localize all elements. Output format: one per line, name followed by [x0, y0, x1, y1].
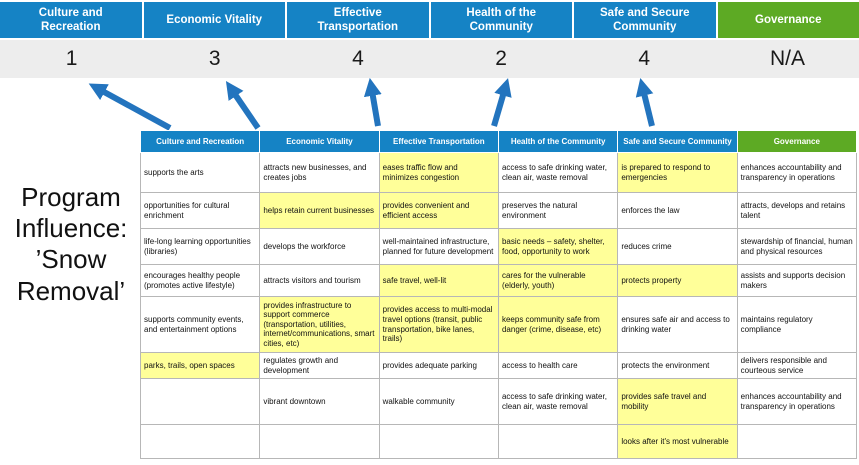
score-effective-transportation: 4	[352, 47, 364, 70]
banner-economic-vitality: Economic Vitality	[143, 2, 285, 38]
table-cell: life-long learning opportunities (librar…	[139, 228, 261, 265]
table-cell: looks after it's most vulnerable	[617, 424, 738, 459]
score-health-of-the-community: 2	[495, 47, 507, 70]
arrow-up-icon	[363, 78, 382, 127]
table-cell: attracts new businesses, and creates job…	[259, 152, 380, 193]
table-cell: keeps community safe from danger (crime,…	[497, 296, 619, 353]
table-row: looks after it's most vulnerable	[139, 424, 858, 459]
table-cell: provides access to multi-modal travel op…	[378, 296, 499, 353]
banner-governance: Governance	[717, 2, 859, 38]
arrow-up-icon	[635, 78, 655, 127]
category-banner: Culture and Recreation Economic Vitality…	[0, 2, 859, 38]
table-cell: access to safe drinking water, clean air…	[497, 378, 619, 425]
table-cell: walkable community	[378, 378, 499, 425]
table-row: encourages healthy people (promotes acti…	[139, 264, 858, 297]
score-safe-and-secure-community: 4	[638, 47, 651, 70]
table-header-health-of-the-community: Health of the Community	[497, 130, 619, 153]
influence-arrows	[88, 78, 655, 131]
banner-safe-and-secure-community: Safe and Secure Community	[574, 2, 716, 38]
score-bar: 1 3 4 2 4 N/A	[0, 40, 859, 78]
table-cell: helps retain current businesses	[259, 192, 380, 229]
table-cell	[497, 424, 619, 459]
table-cell: supports community events, and entertain…	[139, 296, 261, 353]
arrow-up-icon	[88, 83, 172, 131]
banner-culture-and-recreation: Culture and Recreation	[0, 2, 142, 38]
score-economic-vitality: 3	[208, 47, 221, 70]
table-cell: supports the arts	[139, 152, 261, 193]
banner-effective-transportation: Effective Transportation	[287, 2, 429, 38]
table-header-row: Culture and Recreation Economic Vitality…	[139, 130, 858, 153]
page-title: Program Influence: ’Snow Removal’	[14, 182, 128, 306]
table-cell: provides convenient and efficient access	[378, 192, 499, 229]
table-cell: ensures safe air and access to drinking …	[617, 296, 738, 353]
table-cell: enforces the law	[617, 192, 738, 229]
table-cell: protects property	[617, 264, 738, 297]
banner-health-of-the-community: Health of the Community	[430, 2, 572, 38]
table-cell: eases traffic flow and minimizes congest…	[378, 152, 499, 193]
table-row: supports community events, and entertain…	[139, 296, 858, 353]
table-header-economic-vitality: Economic Vitality	[259, 130, 380, 153]
table-header-safe-and-secure-community: Safe and Secure Community	[617, 130, 738, 153]
table-cell: well-maintained infrastructure, planned …	[378, 228, 499, 265]
table-cell: maintains regulatory compliance	[736, 296, 858, 353]
table-cell	[139, 424, 261, 459]
table-header-culture-and-recreation: Culture and Recreation	[139, 130, 261, 153]
table-cell: safe travel, well-lit	[378, 264, 499, 297]
table-cell	[378, 424, 499, 459]
table-row: life-long learning opportunities (librar…	[139, 228, 858, 265]
table-cell: is prepared to respond to emergencies	[617, 152, 738, 193]
score-governance: N/A	[769, 47, 805, 70]
table-cell: provides safe travel and mobility	[617, 378, 738, 425]
table-cell	[139, 378, 261, 425]
table-cell: opportunities for cultural enrichment	[139, 192, 261, 229]
table-cell: access to safe drinking water, clean air…	[497, 152, 619, 193]
table-cell: encourages healthy people (promotes acti…	[139, 264, 261, 297]
table-header-effective-transportation: Effective Transportation	[378, 130, 499, 153]
table-cell: attracts, develops and retains talent	[736, 192, 858, 229]
table-header-governance: Governance	[736, 130, 858, 153]
table-cell: provides infrastructure to support comme…	[259, 296, 380, 353]
table-cell: regulates growth and development	[259, 352, 380, 379]
table-row: supports the arts attracts new businesse…	[139, 152, 858, 193]
table-cell: protects the environment	[617, 352, 738, 379]
table-cell: delivers responsible and courteous servi…	[736, 352, 858, 379]
influence-table: Culture and Recreation Economic Vitality…	[139, 130, 858, 459]
table-cell	[259, 424, 380, 459]
table-row: vibrant downtown walkable community acce…	[139, 378, 858, 425]
table-row: opportunities for cultural enrichment he…	[139, 192, 858, 229]
table-cell: enhances accountability and transparency…	[736, 378, 858, 425]
table-cell: access to health care	[497, 352, 619, 379]
arrow-up-icon	[225, 81, 261, 130]
table-cell: enhances accountability and transparency…	[736, 152, 858, 193]
table-cell	[736, 424, 858, 459]
arrow-up-icon	[491, 78, 512, 127]
table-cell: basic needs – safety, shelter, food, opp…	[497, 228, 619, 265]
table-cell: vibrant downtown	[259, 378, 380, 425]
score-culture-and-recreation: 1	[65, 47, 78, 70]
table-cell: attracts visitors and tourism	[259, 264, 380, 297]
table-cell: develops the workforce	[259, 228, 380, 265]
table-row: parks, trails, open spaces regulates gro…	[139, 352, 858, 379]
table-cell: reduces crime	[617, 228, 738, 265]
table-cell: stewardship of financial, human and phys…	[736, 228, 858, 265]
table-cell: preserves the natural environment	[497, 192, 619, 229]
table-cell: parks, trails, open spaces	[139, 352, 261, 379]
table-cell: cares for the vulnerable (elderly, youth…	[497, 264, 619, 297]
table-cell: assists and supports decision makers	[736, 264, 858, 297]
table-cell: provides adequate parking	[378, 352, 499, 379]
